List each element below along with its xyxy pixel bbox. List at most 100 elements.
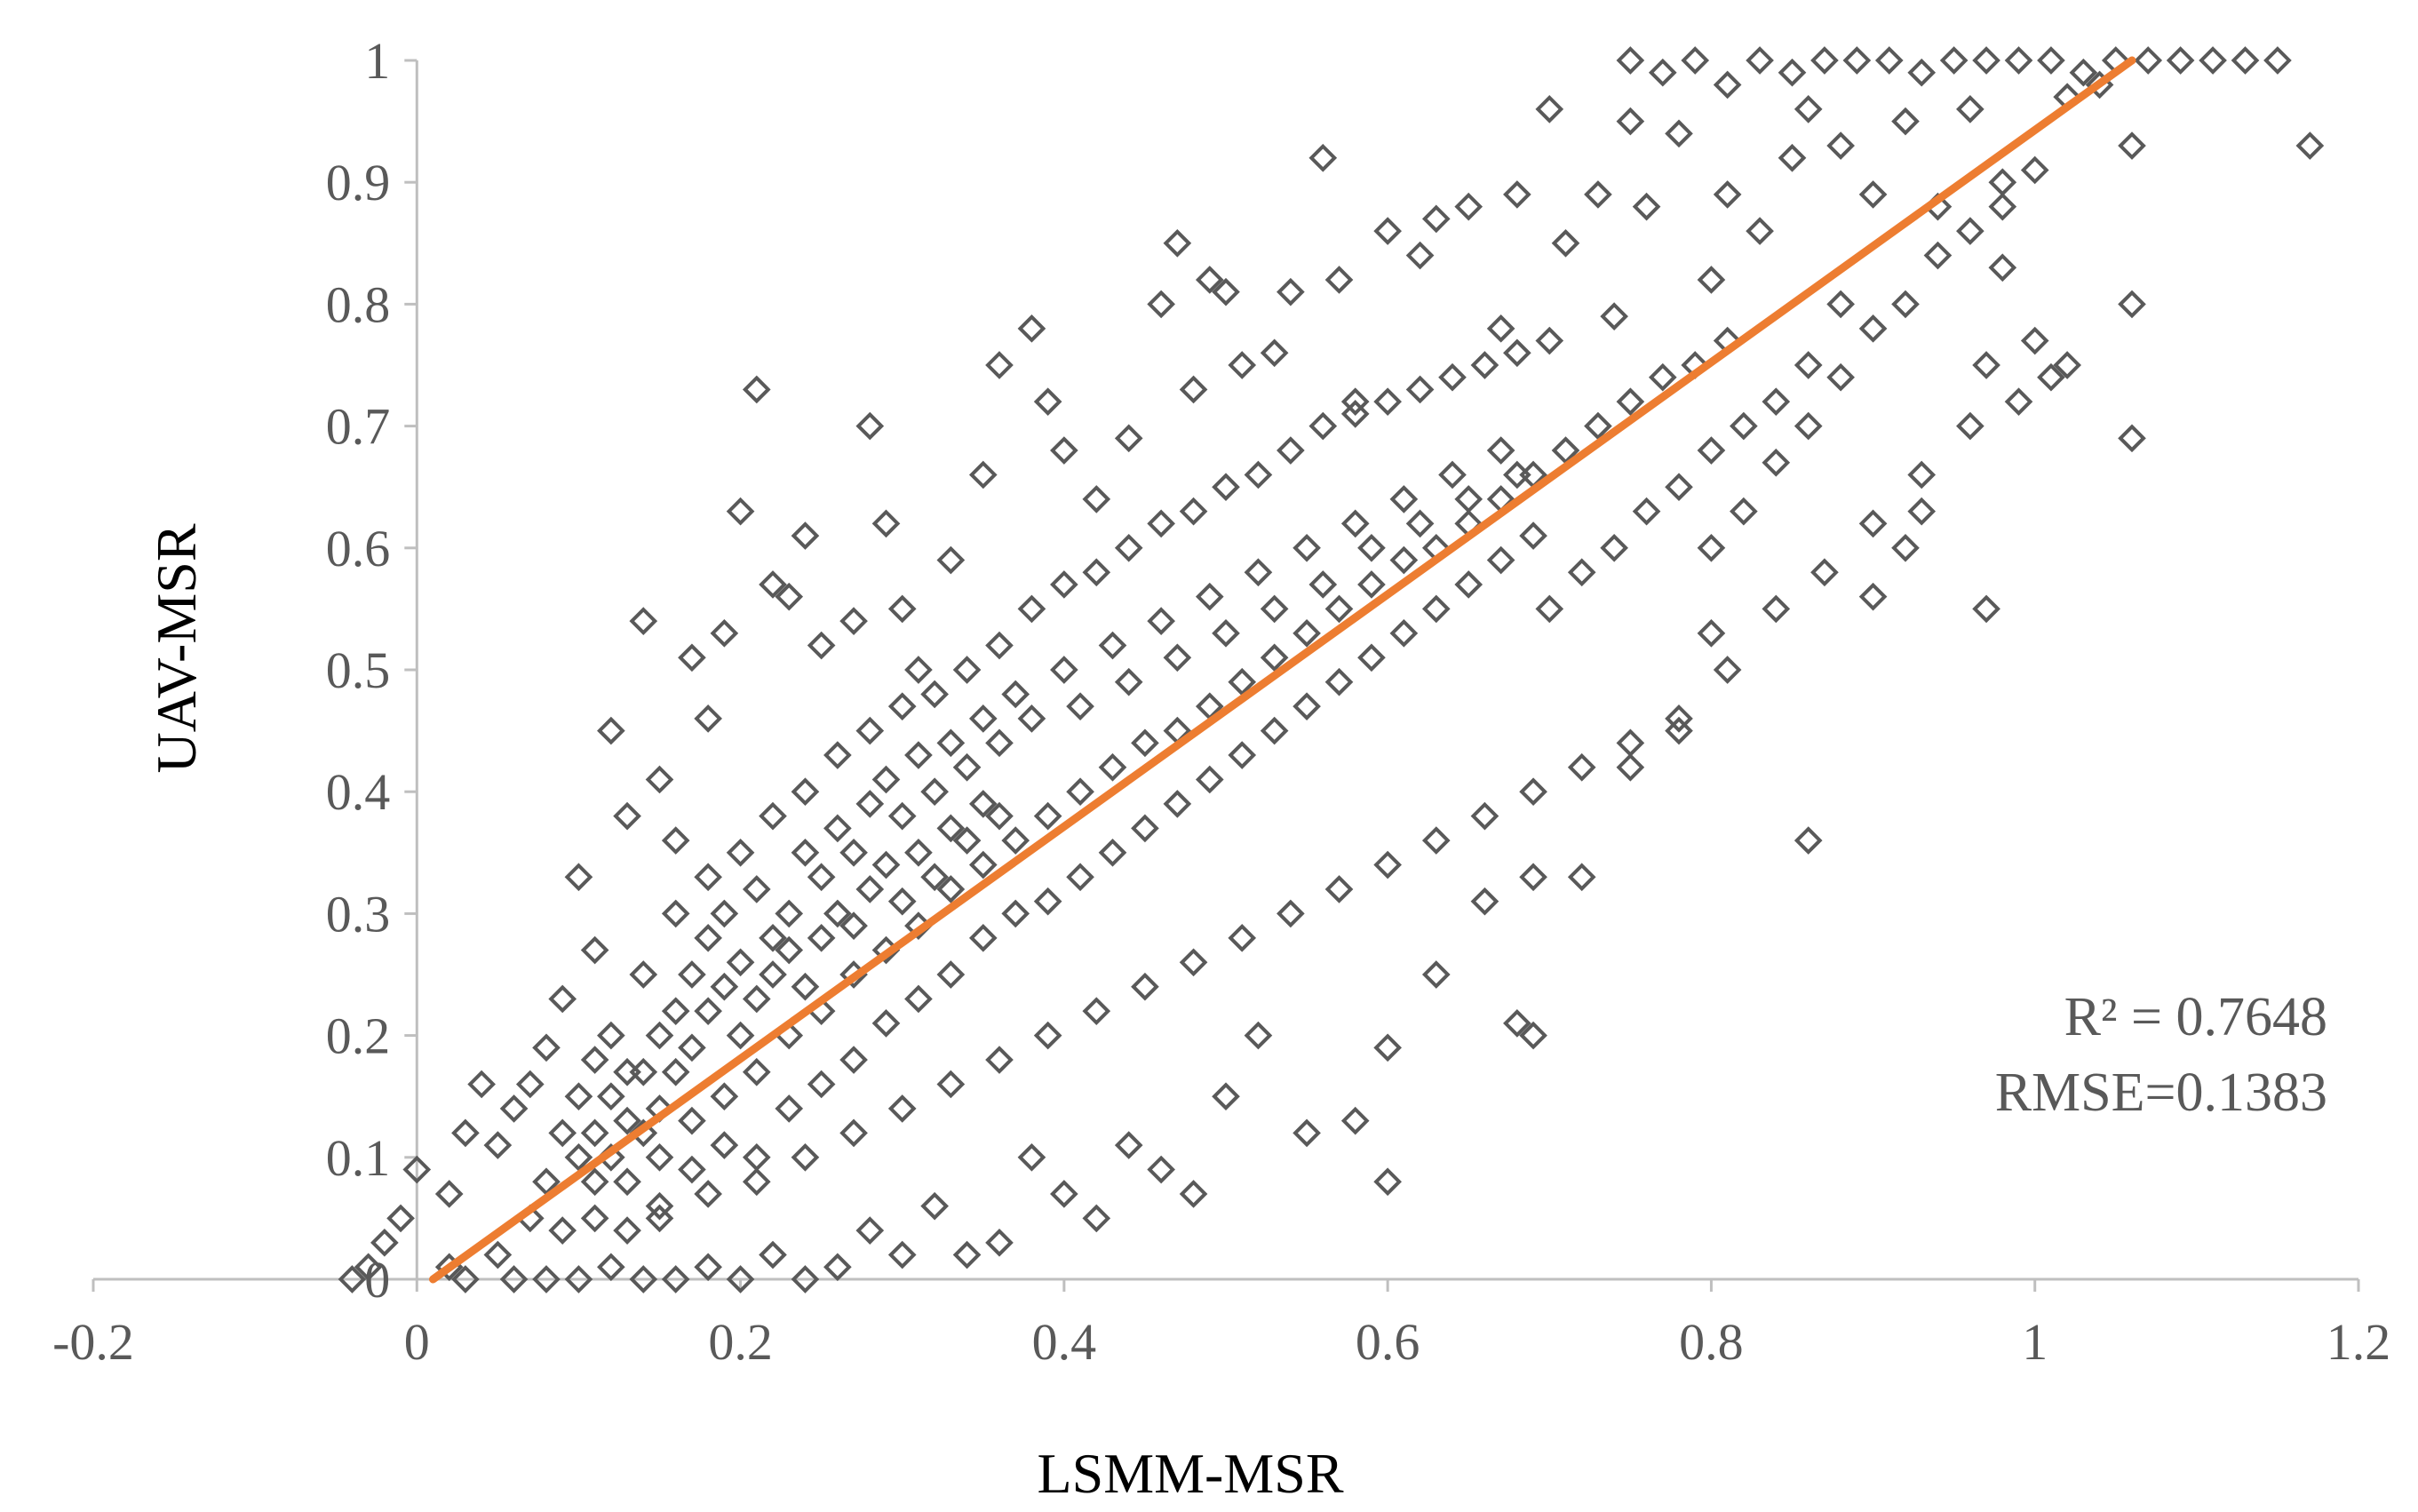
data-point	[580, 1167, 609, 1197]
data-point	[1858, 509, 1888, 538]
data-point	[1114, 667, 1143, 696]
data-point	[1421, 826, 1451, 855]
data-point	[1616, 387, 1645, 416]
data-point	[1470, 801, 1499, 831]
data-point	[483, 1131, 513, 1159]
data-point	[532, 1033, 561, 1062]
data-point	[775, 899, 804, 928]
data-point	[1665, 473, 1693, 502]
data-point	[1405, 509, 1435, 538]
data-point	[2166, 46, 2195, 75]
data-point	[1470, 887, 1499, 916]
trendline	[429, 56, 2136, 1284]
data-point	[1324, 266, 1354, 294]
data-point	[2037, 46, 2065, 75]
data-point	[402, 1155, 432, 1184]
data-point	[855, 875, 885, 903]
data-point	[1665, 119, 1693, 148]
data-point	[1891, 533, 1920, 562]
data-point	[1131, 972, 1159, 1001]
data-point	[1421, 204, 1451, 234]
data-point	[791, 777, 820, 807]
data-point	[1324, 875, 1354, 903]
data-point	[1308, 143, 1338, 172]
data-point	[613, 1106, 641, 1135]
data-point	[904, 656, 933, 684]
data-point	[1826, 362, 1855, 392]
data-point	[1486, 314, 1515, 343]
data-point	[678, 960, 706, 989]
data-points	[338, 46, 2325, 1293]
data-point	[710, 1131, 739, 1159]
data-point	[2069, 58, 2098, 87]
data-point	[694, 1180, 722, 1208]
data-point	[1616, 752, 1645, 782]
data-point	[1519, 521, 1547, 550]
data-point	[1228, 924, 1257, 952]
data-point	[645, 1191, 674, 1221]
data-point	[499, 1094, 529, 1123]
data-point	[645, 1142, 674, 1172]
data-point	[920, 777, 949, 807]
data-point	[2053, 351, 2081, 379]
data-point	[1340, 400, 1370, 428]
data-point	[1357, 643, 1386, 672]
data-point	[1212, 619, 1240, 648]
data-point	[1114, 424, 1143, 453]
data-point	[1810, 558, 1839, 587]
data-point	[1373, 217, 1402, 245]
y-tick-label: 0.2	[326, 1007, 391, 1065]
x-tick-label: 1.2	[2327, 1313, 2391, 1371]
data-point	[1212, 473, 1240, 502]
data-point	[936, 1070, 966, 1099]
data-point	[1956, 95, 1985, 123]
data-point	[936, 875, 966, 903]
data-point	[1438, 362, 1467, 392]
data-point	[613, 1057, 641, 1086]
data-point	[710, 899, 739, 928]
data-point	[1212, 1082, 1240, 1111]
y-tick-label: 0.6	[326, 520, 391, 577]
x-tick-label: 0.2	[708, 1313, 773, 1371]
data-point	[1163, 228, 1192, 258]
data-point	[855, 716, 885, 745]
data-point	[1907, 460, 1937, 489]
y-tick-label: 0.7	[326, 398, 391, 456]
data-point	[1503, 338, 1531, 368]
data-point	[968, 460, 998, 489]
data-point	[1131, 728, 1159, 758]
data-point	[597, 1253, 625, 1282]
data-point	[597, 1021, 625, 1050]
data-point	[2295, 131, 2325, 160]
data-point	[645, 1021, 674, 1050]
data-point	[1324, 667, 1354, 696]
data-point	[1972, 351, 2000, 379]
x-tick-label: 0.6	[1356, 1313, 1420, 1371]
data-point	[775, 935, 804, 965]
data-point	[1972, 594, 2000, 624]
data-point	[1179, 375, 1208, 404]
data-point	[1017, 314, 1046, 343]
data-point	[871, 765, 901, 794]
data-point	[1616, 107, 1645, 136]
data-point	[1778, 143, 1807, 172]
data-point	[1277, 436, 1305, 465]
data-point	[1293, 1118, 1321, 1148]
data-point	[807, 631, 836, 660]
data-point	[1066, 863, 1094, 892]
data-point	[904, 838, 933, 867]
data-point	[483, 1240, 513, 1269]
data-point	[1082, 997, 1111, 1025]
data-point	[451, 1265, 480, 1293]
data-point	[871, 850, 901, 879]
data-point	[759, 570, 787, 599]
data-point	[904, 741, 933, 769]
data-point	[985, 631, 1014, 660]
data-point	[1519, 863, 1547, 892]
data-point	[1195, 266, 1224, 294]
data-point	[1988, 192, 2017, 221]
data-point	[968, 850, 998, 879]
y-tick-label: 1	[364, 32, 390, 90]
y-tick-label: 0.3	[326, 885, 391, 943]
data-point	[1762, 387, 1791, 416]
